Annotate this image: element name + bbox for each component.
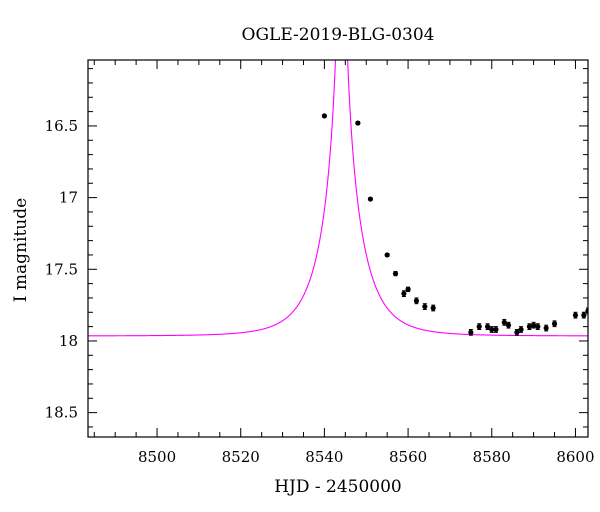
data-point: [484, 324, 491, 330]
data-point: [476, 324, 482, 330]
plot-area: [88, 60, 588, 337]
data-point: [392, 270, 399, 277]
data-point: [468, 329, 474, 335]
data-point: [430, 305, 436, 311]
x-tick-label: 8540: [305, 448, 343, 466]
chart-title: OGLE-2019-BLG-0304: [242, 25, 435, 45]
data-point: [384, 252, 390, 258]
data-point: [514, 329, 520, 335]
axis-ticks: 8500 8520 8540 8560 8580 8600 16.5 17 17.5 18 18.5: [45, 60, 595, 466]
data-point: [355, 120, 361, 126]
x-tick-label: 8560: [389, 448, 427, 466]
x-tick-label: 8500: [138, 448, 176, 466]
data-point: [321, 113, 328, 119]
y-tick-label: 17: [59, 189, 78, 207]
y-tick-label: 17.5: [45, 260, 78, 278]
data-point: [367, 196, 374, 202]
data-point: [501, 319, 507, 325]
data-point: [526, 324, 533, 330]
data-point: [535, 324, 541, 330]
y-tick-label: 18: [59, 332, 78, 350]
model-curve: [88, 60, 588, 337]
data-point: [401, 291, 407, 297]
data-point: [551, 321, 558, 327]
data-point: [543, 325, 549, 331]
data-point: [422, 303, 428, 310]
y-tick-label: 16.5: [45, 117, 78, 135]
x-tick-label: 8600: [556, 448, 594, 466]
data-point: [493, 326, 499, 333]
data-point: [581, 312, 587, 318]
y-axis-label: I magnitude: [11, 198, 31, 302]
data-point: [505, 322, 512, 328]
data-point: [518, 326, 524, 333]
x-axis-label: HJD - 2450000: [274, 477, 402, 497]
plot-frame: [87, 59, 589, 438]
x-tick-label: 8520: [222, 448, 260, 466]
data-point: [405, 286, 411, 292]
data-point: [531, 322, 537, 328]
x-tick-label: 8580: [473, 448, 511, 466]
data-point: [572, 312, 579, 318]
y-tick-label: 18.5: [45, 404, 78, 422]
data-point: [413, 298, 420, 304]
data-point: [489, 326, 495, 333]
